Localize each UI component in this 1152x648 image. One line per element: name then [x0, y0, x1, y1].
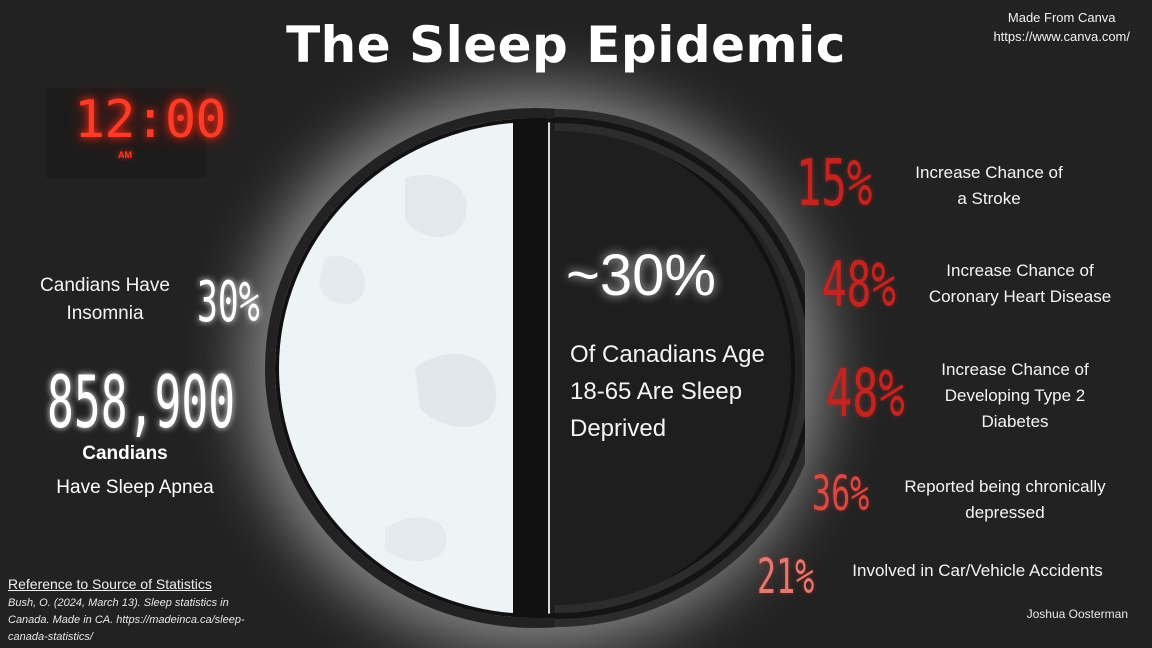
apnea-label-bold: Candians: [82, 443, 168, 464]
credit-url: https://www.canva.com/: [993, 29, 1130, 44]
heart-disease-label: Increase Chance of Coronary Heart Diseas…: [928, 261, 1112, 306]
clock-panel: [46, 88, 206, 178]
canva-credit: Made From Canva https://www.canva.com/: [993, 8, 1130, 46]
deprived-description: Of Canadians Age 18-65 Are Sleep Deprive…: [570, 341, 765, 442]
insomnia-label: Candians Have Insomnia: [40, 275, 170, 324]
deprived-percent: ~30%: [566, 243, 716, 308]
insomnia-percent: 30%: [197, 270, 260, 335]
reference-title: Reference to Source of Statistics: [8, 576, 212, 592]
vehicle-accidents-percent: 21%: [757, 549, 815, 605]
depressed-percent: 36%: [812, 466, 870, 522]
clock-ampm: AM: [118, 150, 132, 160]
depressed-label: Reported being chronically depressed: [904, 477, 1106, 522]
stroke-percent: 15%: [796, 147, 873, 221]
credit-line-1: Made From Canva: [1007, 10, 1116, 25]
reference-citation: Bush, O. (2024, March 13). Sleep statist…: [8, 597, 245, 643]
diabetes-label: Increase Chance of Developing Type 2 Dia…: [941, 360, 1089, 431]
diabetes-percent: 48%: [826, 355, 905, 432]
apnea-label: Have Sleep Apnea: [56, 477, 214, 498]
moon-terminator-band: [513, 118, 549, 618]
half-moon-illustration: [275, 109, 805, 627]
stroke-label: Increase Chance of a Stroke: [915, 163, 1063, 208]
digital-clock-time: 12:00: [74, 90, 227, 150]
page-title: The Sleep Epidemic: [286, 16, 846, 74]
vehicle-accidents-label: Involved in Car/Vehicle Accidents: [852, 561, 1103, 580]
author-name: Joshua Oosterman: [1026, 607, 1128, 621]
sleep-apnea-count: 858,900: [47, 360, 236, 444]
heart-disease-percent: 48%: [822, 248, 896, 321]
